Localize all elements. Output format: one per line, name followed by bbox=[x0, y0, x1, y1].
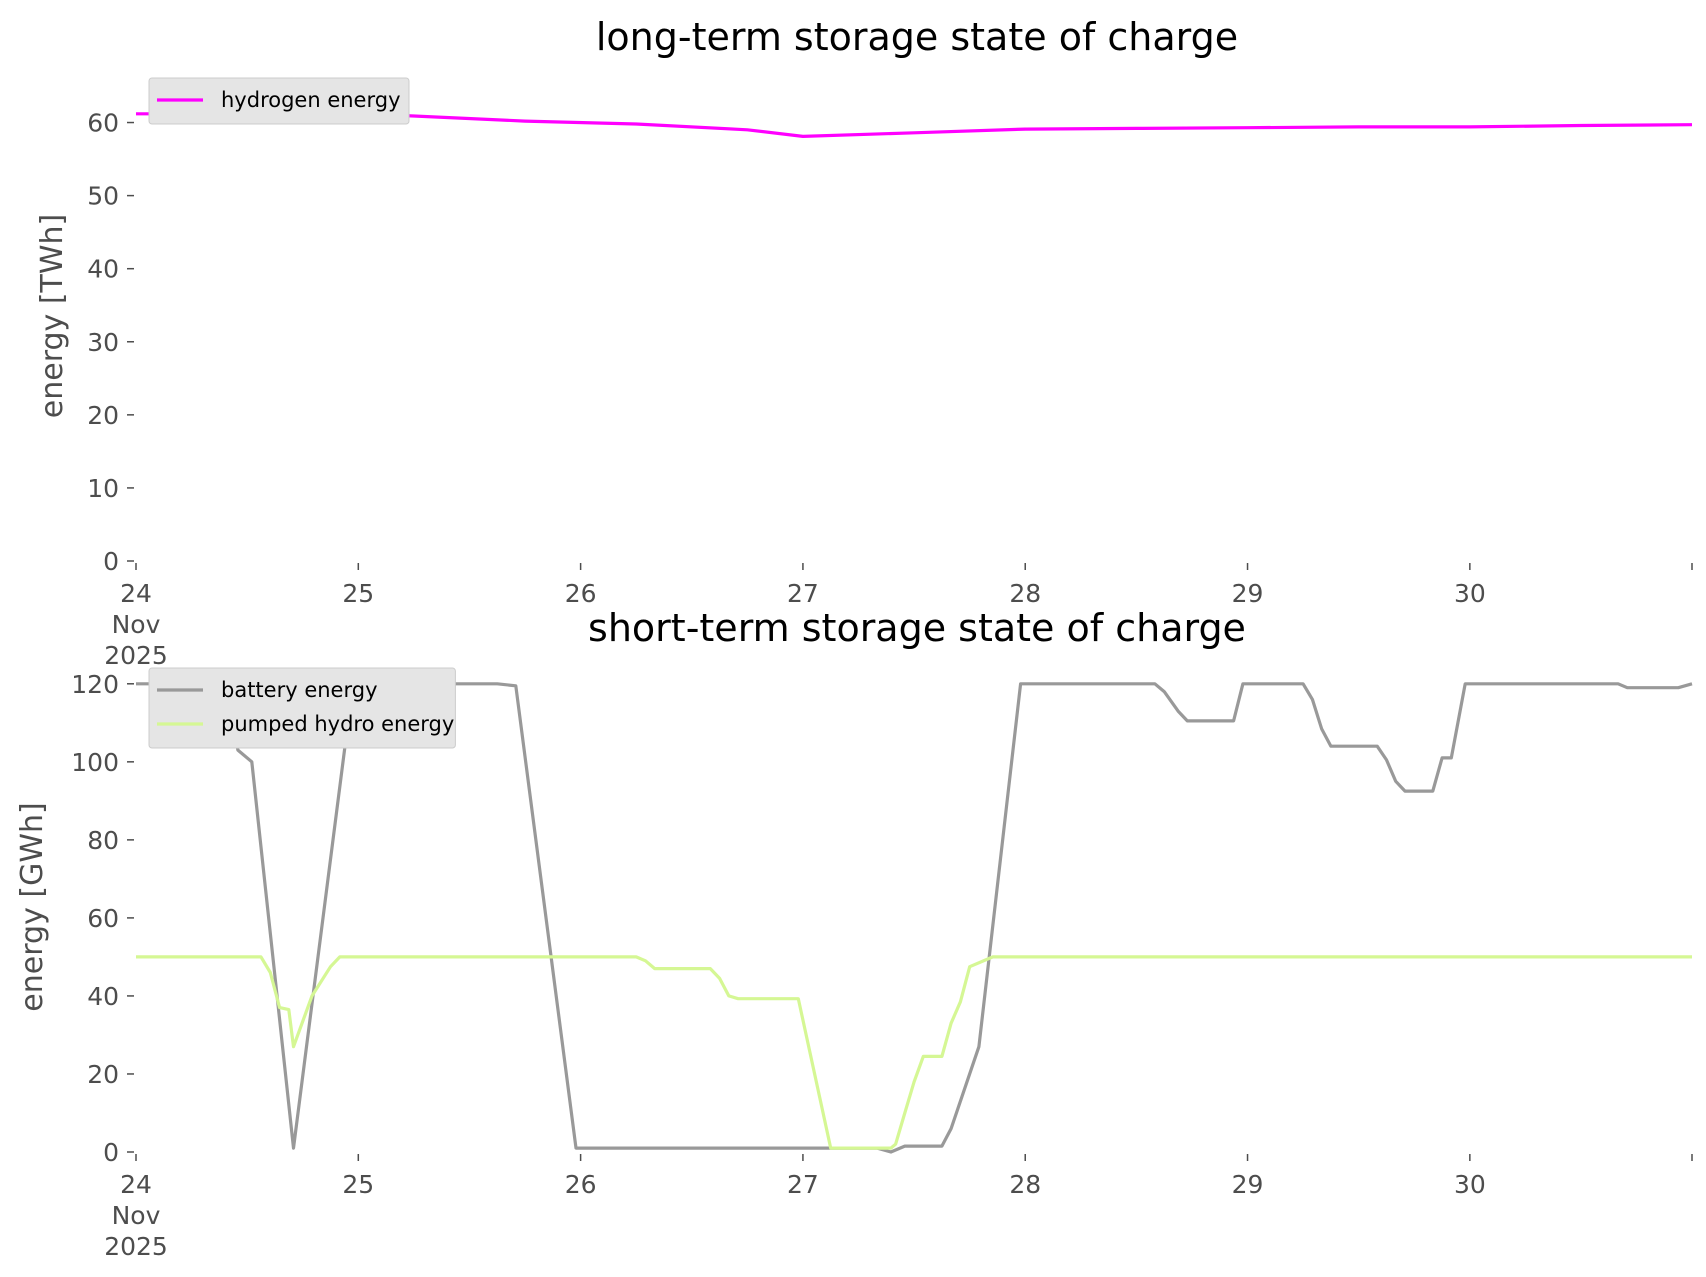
y-tick-label: 100 bbox=[71, 748, 119, 777]
series-line-1 bbox=[136, 955, 1692, 1150]
x-tick-label: 25 bbox=[342, 1170, 374, 1199]
legend-box bbox=[148, 77, 410, 125]
x-tick-label: 28 bbox=[1009, 1170, 1041, 1199]
x-tick-label: 29 bbox=[1232, 1170, 1264, 1199]
x-tick-label: 25 bbox=[342, 579, 374, 608]
legend-label: hydrogen energy bbox=[221, 88, 401, 112]
legend-label: pumped hydro energy bbox=[221, 712, 454, 736]
x-tick-label: 29 bbox=[1232, 579, 1264, 608]
long-term-storage-chart: long-term storage state of charge energy… bbox=[35, 15, 1693, 670]
series-line-0 bbox=[136, 682, 1693, 1154]
y-tick-label: 20 bbox=[87, 401, 119, 430]
y-tick-label: 120 bbox=[71, 670, 119, 699]
x-tick-label: Nov bbox=[112, 1201, 161, 1230]
x-tick-label: Nov bbox=[112, 610, 161, 639]
y-tick-label: 80 bbox=[87, 826, 119, 855]
series-line-0 bbox=[136, 112, 1693, 138]
y-tick-label: 0 bbox=[103, 547, 119, 576]
y-tick-label: 40 bbox=[87, 255, 119, 284]
x-tick-label: 24 bbox=[120, 579, 152, 608]
x-tick-label: 27 bbox=[787, 1170, 819, 1199]
y-tick-label: 0 bbox=[103, 1138, 119, 1167]
y-axis-label: energy [GWh] bbox=[15, 802, 50, 1011]
y-tick-label: 30 bbox=[87, 328, 119, 357]
x-tick-label: 24 bbox=[120, 1170, 152, 1199]
x-tick-label: 30 bbox=[1454, 1170, 1486, 1199]
x-tick-label: 28 bbox=[1009, 579, 1041, 608]
y-tick-label: 10 bbox=[87, 474, 119, 503]
x-tick-label: 2025 bbox=[104, 1232, 168, 1261]
x-tick-label: 30 bbox=[1454, 579, 1486, 608]
x-tick-label: 2025 bbox=[104, 641, 168, 670]
chart-title: short-term storage state of charge bbox=[588, 606, 1246, 650]
legend-label: battery energy bbox=[221, 678, 378, 702]
y-tick-label: 40 bbox=[87, 982, 119, 1011]
y-tick-label: 60 bbox=[87, 904, 119, 933]
x-tick-label: 26 bbox=[565, 579, 597, 608]
x-tick-label: 26 bbox=[565, 1170, 597, 1199]
y-axis-label: energy [TWh] bbox=[35, 214, 70, 418]
y-tick-label: 20 bbox=[87, 1060, 119, 1089]
y-tick-label: 60 bbox=[87, 109, 119, 138]
y-tick-label: 50 bbox=[87, 182, 119, 211]
x-tick-label: 27 bbox=[787, 579, 819, 608]
legend-box bbox=[148, 667, 456, 749]
chart-title: long-term storage state of charge bbox=[596, 15, 1238, 59]
short-term-storage-chart: short-term storage state of charge energ… bbox=[15, 606, 1693, 1261]
